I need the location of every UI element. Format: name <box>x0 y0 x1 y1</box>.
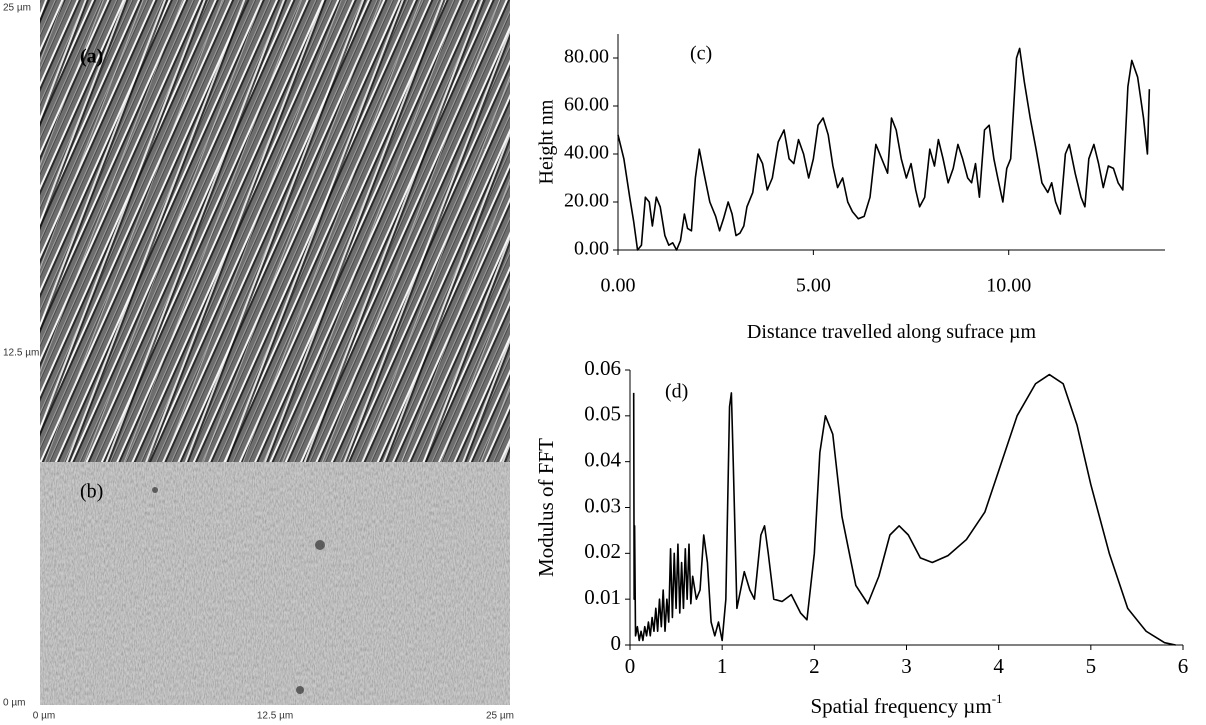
afm-image-a-overlay <box>40 0 510 462</box>
annotation: (c) <box>690 43 712 65</box>
x-tick-label: 1 <box>717 654 728 678</box>
x-axis-label: 12.5 µm <box>257 711 293 722</box>
panel-label: (a) <box>80 46 103 68</box>
x-axis-title-text: Spatial frequency µm <box>810 694 991 718</box>
x-axis-label: 25 µm <box>486 711 514 722</box>
x-axis-title-text: Distance travelled along sufrace µm <box>747 321 1037 343</box>
panel-label: (b) <box>80 481 103 503</box>
y-axis-title: Height nm <box>536 99 558 184</box>
y-axis-title: Modulus of FFT <box>534 438 558 577</box>
afm-defect <box>152 487 158 493</box>
y-tick-label: 0 <box>611 631 622 655</box>
x-tick-label: 2 <box>809 654 820 678</box>
y-axis-label: 0 µm <box>3 698 25 709</box>
afm-defect <box>296 686 304 694</box>
y-tick-label: 0.00 <box>574 238 609 260</box>
x-axis-label: 0 µm <box>33 711 55 722</box>
afm-image-b-texture <box>40 462 510 705</box>
x-axis-title-superscript: -1 <box>992 691 1003 706</box>
chart: 0 0.01 0.02 0.03 0.04 0.05 0.06 0 1 2 3 4 5 6 (d) Modul… <box>534 356 1188 718</box>
x-tick-label: 0.00 <box>601 275 636 297</box>
afm-defect <box>315 540 325 550</box>
data-line <box>617 47 1151 251</box>
y-tick-label: 40.00 <box>564 142 609 164</box>
x-tick-label: 5.00 <box>796 275 831 297</box>
y-tick-label: 80.00 <box>564 46 609 68</box>
x-tick-label: 5 <box>1086 654 1097 678</box>
x-tick-label: 6 <box>1178 654 1189 678</box>
afm-panel: (a) (b) 25 µm 12.5 µm 0 µm 0 µm 12.5 µm … <box>3 0 514 722</box>
x-tick-label: 10.00 <box>986 275 1031 297</box>
x-tick-label: 3 <box>901 654 912 678</box>
x-axis-title: Spatial frequency µm-1 <box>810 691 1002 718</box>
y-tick-label: 0.03 <box>584 493 621 517</box>
x-tick-label: 0 <box>625 654 636 678</box>
y-tick-label: 0.06 <box>584 356 621 380</box>
y-tick-label: 20.00 <box>564 190 609 212</box>
x-axis-title: Distance travelled along sufrace µm <box>747 321 1037 343</box>
y-tick-label: 0.04 <box>584 447 621 471</box>
annotation: (d) <box>665 381 688 403</box>
y-axis-label: 25 µm <box>3 3 31 14</box>
x-tick-label: 4 <box>993 654 1004 678</box>
chart: 0.00 20.00 40.00 60.00 80.00 0.00 5.00 10.00 (c)… <box>536 34 1165 343</box>
y-tick-label: 0.01 <box>584 585 621 609</box>
y-axis-label: 12.5 µm <box>3 348 39 359</box>
y-tick-label: 0.05 <box>584 402 621 426</box>
data-line <box>632 373 1176 646</box>
y-tick-label: 0.02 <box>584 539 621 563</box>
y-tick-label: 60.00 <box>564 94 609 116</box>
